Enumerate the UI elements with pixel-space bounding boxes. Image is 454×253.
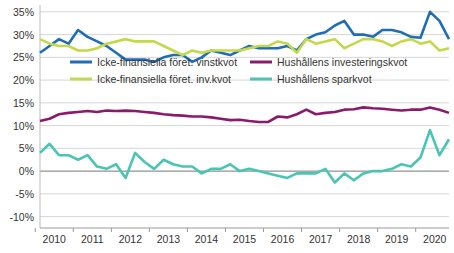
x-tick-label: 2010 [43,233,67,245]
y-tick-label: -10% [9,211,34,223]
series-line [40,12,449,62]
legend-label: Hushållens sparkvot [277,73,372,85]
chart: -10% -5% 0% 5% 10% 15% 20% 25% 30% 35% 2010 2011 201… [0,0,454,253]
x-tick-label: 2018 [347,233,371,245]
y-tick-label: 25% [13,51,34,63]
series-line [40,107,449,122]
x-tick-label: 2013 [157,233,181,245]
x-tick-label: 2014 [195,233,219,245]
x-tick-label: 2011 [81,233,104,245]
x-tick [377,228,378,232]
x-tick [149,228,150,232]
x-tick-label: 2020 [423,233,447,245]
x-tick [35,228,36,232]
x-tick [111,228,112,232]
grid-line [40,34,449,35]
grid-line [40,216,449,217]
x-tick-label: 2016 [271,233,295,245]
legend-swatch [250,78,272,81]
grid-line [40,102,449,103]
y-tick-label: 0% [19,165,34,177]
x-axis-line [40,228,449,229]
legend-label: Hushållens investeringskvot [277,56,407,68]
y-tick-label: 5% [19,142,34,154]
grid-line [40,11,449,12]
grid-line [40,148,449,149]
series-line [40,130,449,182]
grid-line [40,125,449,126]
x-tick-label: 2019 [385,233,409,245]
y-tick-label: 10% [13,120,34,132]
x-tick [187,228,188,232]
x-tick-label: 2012 [119,233,143,245]
x-tick [339,228,340,232]
legend-swatch [70,78,92,81]
y-tick-label: 15% [13,97,34,109]
x-tick-label: 2015 [233,233,257,245]
legend-label: Icke-finansiella föret. vinstkvot [97,56,237,68]
legend-label: Icke-finansiella föret. inv.kvot [97,73,231,85]
y-tick-label: -5% [15,188,34,200]
grid-line [40,193,449,194]
y-tick-label: 35% [13,6,34,18]
x-tick [73,228,74,232]
x-tick-label: 2017 [309,233,333,245]
series-group [40,12,449,183]
x-tick [415,228,416,232]
x-tick [263,228,264,232]
x-tick [301,228,302,232]
y-tick-label: 30% [13,29,34,41]
legend-swatch [70,61,92,64]
legend-swatch [250,61,272,64]
x-tick [225,228,226,232]
y-tick-label: 20% [13,74,34,86]
series-line [40,39,449,55]
